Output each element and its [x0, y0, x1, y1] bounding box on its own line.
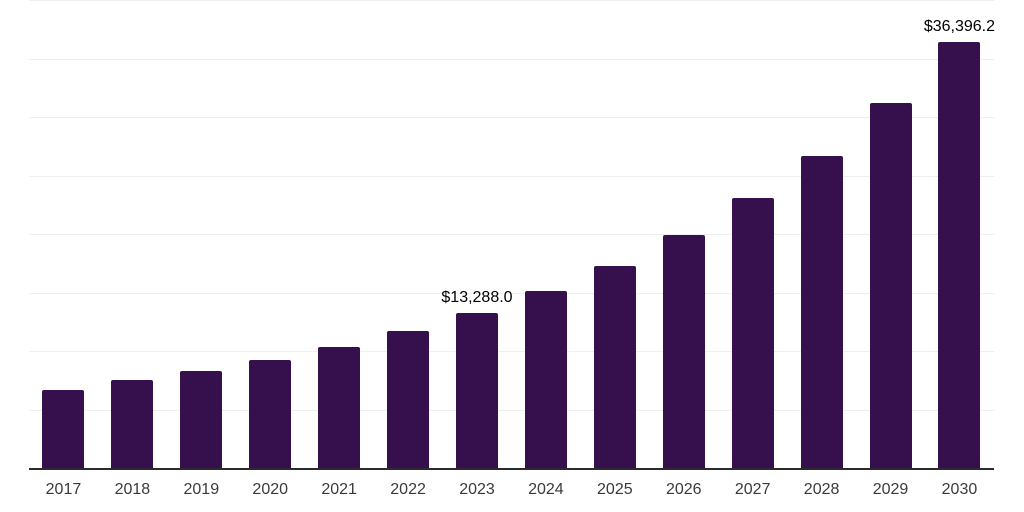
gridline: [29, 234, 994, 235]
gridline: [29, 292, 994, 294]
bar-slot-2030: $36,396.2: [923, 0, 996, 468]
x-tick-label-2022: 2022: [390, 481, 426, 498]
gridline: [29, 117, 994, 118]
bar-2027: [731, 198, 774, 468]
bar-slot-2025: [580, 0, 649, 468]
x-tick-label-2024: 2024: [528, 481, 564, 498]
x-tick-label-2027: 2027: [734, 481, 771, 498]
bar-slot-2020: [236, 0, 305, 468]
bar-slot-2023: $13,288.0: [441, 0, 513, 468]
bar-value-label-2023: $13,288.0: [441, 288, 513, 306]
x-tick-label-2020: 2020: [252, 481, 289, 498]
bar-2021: [318, 346, 361, 468]
gridline: [29, 0, 994, 1]
x-tick-label-2018: 2018: [114, 481, 151, 498]
bar-2022: [387, 331, 430, 468]
gridline: [29, 58, 994, 60]
bar-slot-2029: [856, 0, 925, 468]
gridline: [29, 409, 994, 411]
x-tick-label-2025: 2025: [597, 481, 633, 498]
bar-2029: [869, 103, 912, 468]
x-tick-label-2021: 2021: [321, 481, 357, 498]
bar-slot-2028: [787, 0, 856, 468]
bar-2025: [593, 265, 636, 468]
x-tick-label-2019: 2019: [183, 481, 220, 498]
bar-2017: [42, 389, 85, 468]
bar-value-label-2030: $36,396.2: [923, 18, 996, 36]
bar-2018: [111, 380, 154, 468]
bar-2024: [524, 291, 567, 468]
bar-2028: [800, 156, 843, 468]
x-axis-tick-labels: 2017 2018 2019 2020 2021 2022 2023 2024 2025 2026…: [29, 481, 994, 499]
bar-slot-2018: [98, 0, 167, 468]
x-tick-label-2028: 2028: [803, 481, 840, 498]
bar-2020: [249, 359, 292, 468]
bar-2019: [180, 371, 223, 468]
gridline: [29, 175, 994, 177]
bar-slot-2021: [305, 0, 374, 468]
x-axis-line: [29, 468, 994, 470]
bar-slot-2022: [374, 0, 443, 468]
x-tick-label-2017: 2017: [45, 481, 82, 498]
bar-2026: [662, 234, 705, 468]
bar-slot-2019: [167, 0, 236, 468]
bar-slot-2017: [29, 0, 98, 468]
x-tick-label-2029: 2029: [872, 481, 909, 498]
x-tick-label-2026: 2026: [665, 481, 702, 498]
plot-area: $13,288.0 $36,396.2: [29, 0, 996, 470]
gridline: [29, 351, 994, 352]
bar-2030: [938, 42, 981, 468]
bar-2023: [455, 312, 498, 468]
bar-slot-2027: [718, 0, 787, 468]
bar-slot-2026: [649, 0, 718, 468]
bars-row: $13,288.0 $36,396.2: [29, 0, 996, 468]
x-tick-label-2023: 2023: [459, 481, 495, 498]
x-tick-label-2030: 2030: [941, 481, 978, 498]
bar-slot-2024: [511, 0, 580, 468]
